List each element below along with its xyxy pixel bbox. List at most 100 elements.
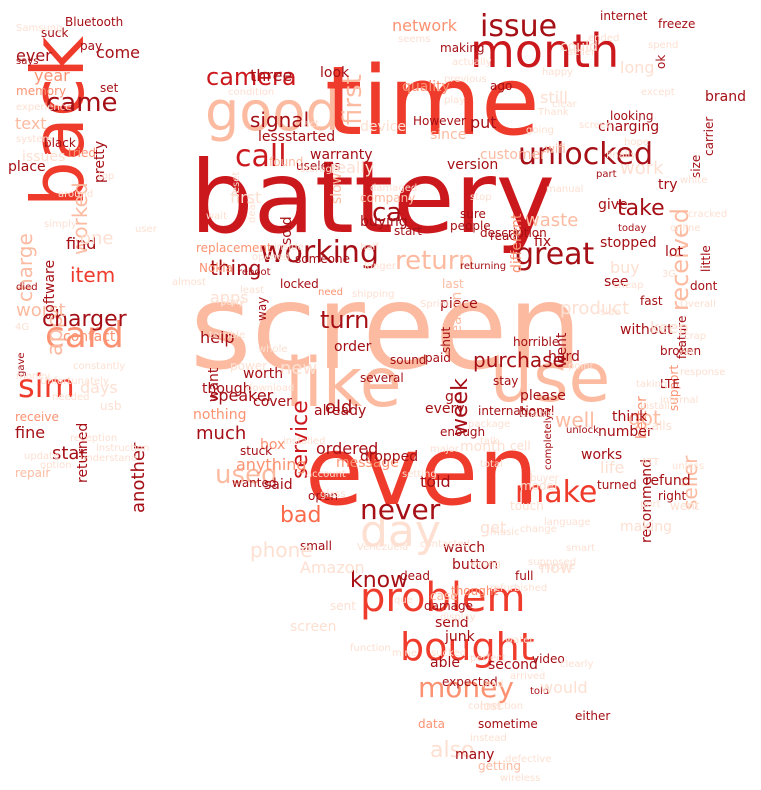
word: still — [540, 88, 568, 107]
word: around — [58, 189, 94, 200]
word: quality — [402, 79, 450, 95]
word: making — [620, 519, 672, 535]
word: arrived — [510, 671, 546, 682]
word: problem — [360, 575, 526, 621]
word: refund — [645, 473, 691, 489]
word: phone — [250, 538, 313, 562]
word: smart — [566, 543, 596, 554]
word: issue — [480, 9, 558, 44]
word: cracked — [688, 209, 728, 220]
word: go — [445, 389, 463, 405]
word: useless — [296, 159, 341, 173]
word: manual — [546, 184, 584, 195]
word: little — [699, 244, 713, 272]
word: function — [350, 643, 391, 654]
word: find — [66, 234, 97, 253]
word: unlocked — [518, 137, 654, 172]
word: cheap — [613, 280, 644, 291]
word: hope — [624, 137, 649, 148]
word: load — [482, 679, 504, 690]
word: used — [215, 460, 278, 490]
word: install — [640, 401, 670, 412]
word: expected — [442, 675, 498, 689]
word: need — [318, 287, 343, 298]
word: inside — [274, 242, 304, 253]
word: wifi — [545, 142, 566, 156]
word: buying — [360, 214, 408, 230]
word: reception — [70, 433, 118, 444]
word: paid — [425, 351, 451, 365]
word: seller — [568, 47, 596, 58]
word: glass — [320, 489, 346, 500]
word: online — [670, 223, 701, 234]
word: hour — [519, 405, 552, 421]
word: installed — [283, 436, 326, 447]
word: know — [350, 568, 409, 593]
word: return — [395, 246, 475, 276]
word: description — [480, 226, 547, 240]
word: customer — [480, 147, 546, 163]
word: understand — [80, 453, 138, 464]
word: much — [196, 423, 247, 444]
word: warranty — [310, 147, 373, 163]
word: put — [470, 113, 497, 132]
word: went — [670, 499, 700, 513]
word: Samsung — [16, 23, 63, 34]
word: use — [490, 339, 611, 418]
word: simply — [44, 219, 77, 230]
word: update — [24, 451, 60, 462]
word: actually — [452, 57, 492, 68]
word: Thank — [538, 107, 569, 118]
word: ended — [588, 33, 620, 44]
word: last — [442, 277, 464, 291]
word: ok — [654, 54, 668, 69]
word: wireless — [500, 773, 541, 784]
word: screen — [290, 619, 337, 635]
word: bad — [280, 503, 322, 528]
word: Unfortunately — [40, 376, 109, 387]
word: play — [444, 95, 466, 106]
word: international — [478, 404, 555, 418]
word: least — [240, 285, 265, 296]
word: thing — [210, 256, 262, 280]
word: get — [480, 518, 507, 537]
word: card — [45, 315, 124, 356]
word: either — [575, 709, 611, 723]
word: dont — [690, 279, 718, 293]
word: internal — [660, 395, 699, 406]
word: storage — [300, 164, 338, 175]
word: charger — [42, 307, 127, 332]
word: instead — [470, 733, 507, 744]
word: keep — [650, 318, 689, 337]
word: dropped — [360, 449, 419, 465]
word: buyer — [530, 473, 559, 484]
word: cover — [253, 394, 292, 410]
word: response — [680, 367, 726, 378]
word: money — [16, 371, 51, 382]
word: nothing — [193, 407, 247, 423]
word: new — [280, 358, 318, 379]
word: make — [515, 475, 598, 510]
word: company — [360, 191, 416, 205]
word: LTE — [660, 377, 680, 391]
word: mine — [392, 648, 418, 659]
word: half — [360, 242, 379, 253]
word: sent — [330, 599, 356, 613]
word: supposed — [528, 557, 577, 568]
word: unlock — [566, 425, 599, 436]
word: thought — [451, 584, 499, 598]
word: product — [560, 298, 630, 319]
word: video — [532, 652, 565, 666]
word: download — [246, 383, 295, 394]
word: never — [360, 493, 441, 526]
word: case — [430, 589, 458, 603]
word: like — [285, 344, 402, 423]
word: crap — [684, 331, 707, 342]
word: died — [16, 282, 38, 293]
word: network — [392, 16, 457, 35]
word: got — [628, 406, 661, 430]
word: open — [308, 489, 338, 503]
word: Sony — [220, 297, 245, 308]
word: help — [200, 328, 235, 347]
word: different — [509, 213, 525, 274]
